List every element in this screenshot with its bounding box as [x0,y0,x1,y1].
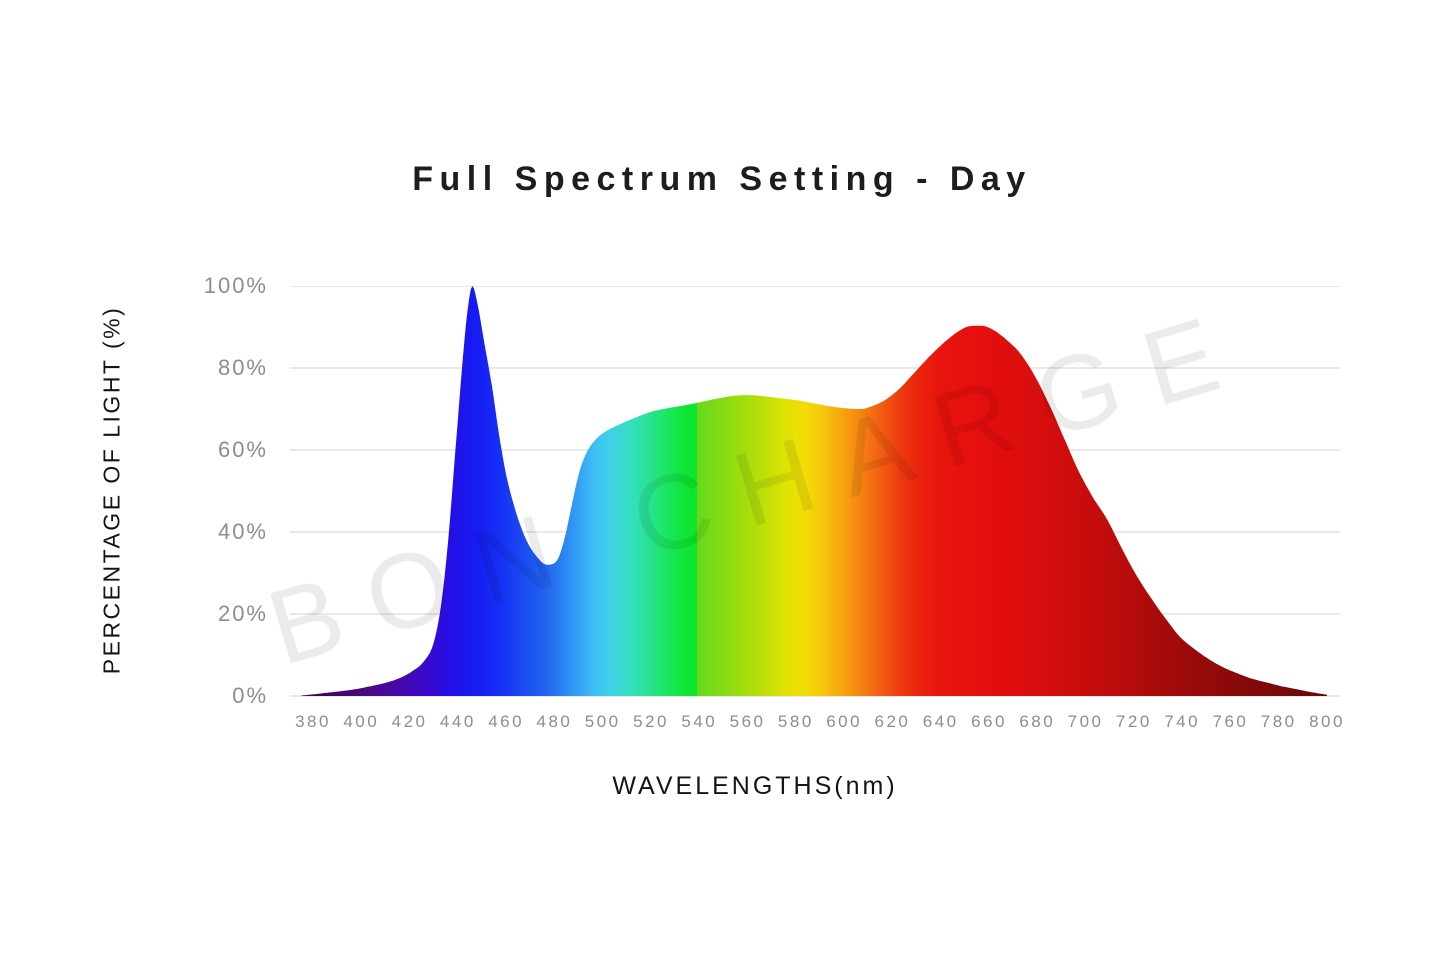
y-tick-label: 0% [232,683,268,708]
x-tick-label: 560 [729,712,766,731]
x-tick-label: 580 [777,712,814,731]
x-tick-label: 780 [1260,712,1297,731]
x-tick-label: 440 [439,712,476,731]
x-tick-label: 660 [971,712,1007,731]
x-tick-label: 400 [343,712,380,731]
x-tick-label: 480 [536,712,573,731]
x-tick-label: 620 [874,712,911,731]
x-axis-title: WAVELENGTHS(nm) [612,772,898,800]
x-tick-label: 540 [681,712,718,731]
y-axis-title: PERCENTAGE OF LIGHT (%) [98,305,125,675]
chart-title: Full Spectrum Setting - Day [412,160,1032,198]
x-tick-label: 500 [584,712,621,731]
spectrum-area [300,286,1327,696]
x-tick-label: 640 [922,712,959,731]
x-tick-label: 680 [1019,712,1056,731]
y-tick-label: 80% [217,355,268,380]
y-tick-label: 20% [217,601,268,626]
y-tick-label: 100% [203,273,268,298]
x-tick-label: 380 [295,712,331,731]
x-tick-label: 420 [391,712,428,731]
x-tick-label: 520 [633,712,669,731]
x-tick-label: 760 [1212,712,1249,731]
x-tick-label: 720 [1115,712,1152,731]
x-tick-label: 460 [488,712,525,731]
x-tick-label: 600 [826,712,863,731]
x-tick-label: 740 [1164,712,1201,731]
x-tick-label: 700 [1067,712,1104,731]
y-tick-label: 60% [217,437,268,462]
plot-area [290,286,1340,697]
x-tick-label: 800 [1309,712,1345,731]
y-tick-label: 40% [217,519,268,544]
